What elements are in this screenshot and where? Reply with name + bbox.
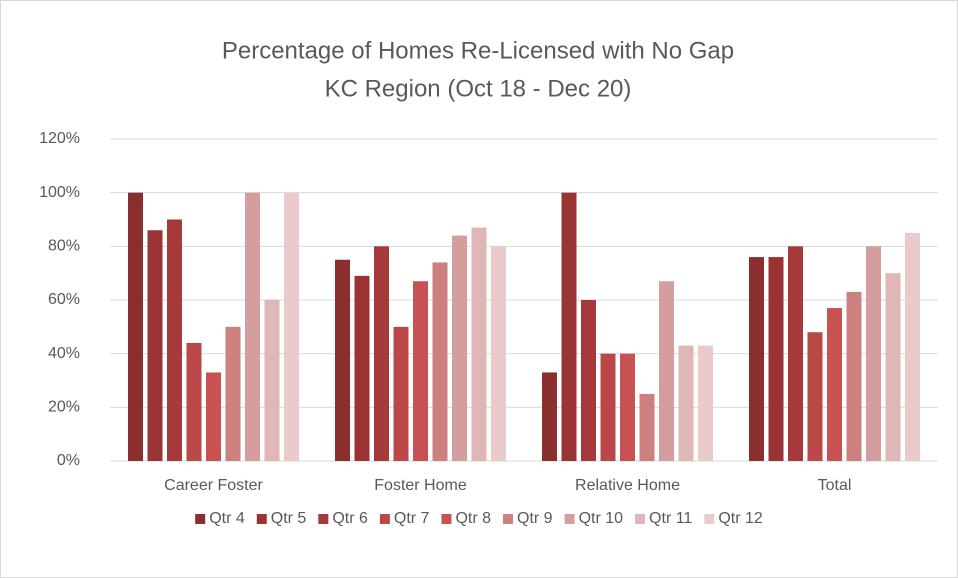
legend-swatch: [379, 514, 390, 524]
bar: [788, 246, 803, 461]
bar: [659, 281, 674, 461]
bar: [335, 259, 350, 461]
y-tick-label: 80%: [48, 238, 80, 255]
y-tick-label: 100%: [39, 184, 80, 201]
bar: [807, 332, 823, 461]
legend-swatch: [318, 514, 329, 524]
chart-title: Percentage of Homes Re-Licensed with No …: [222, 37, 734, 64]
bar: [885, 273, 901, 461]
bar: [284, 192, 299, 461]
bar: [186, 342, 202, 461]
legend-label: Qtr 6: [332, 510, 368, 527]
bar: [491, 246, 506, 461]
legend-label: Qtr 8: [455, 510, 491, 527]
legend-swatch: [195, 514, 206, 524]
legend-label: Qtr 7: [394, 510, 430, 527]
bar: [768, 257, 784, 461]
x-tick-label: Total: [818, 477, 852, 494]
y-tick-label: 0%: [57, 452, 80, 469]
bar: [561, 192, 577, 461]
bar: [678, 345, 694, 461]
bar: [354, 275, 370, 461]
bar: [264, 300, 280, 461]
legend-label: Qtr 5: [271, 510, 307, 527]
bar: [147, 230, 163, 461]
legend-swatch: [503, 514, 514, 524]
legend-swatch: [441, 514, 452, 524]
legend-label: Qtr 4: [209, 510, 245, 527]
x-tick-label: Foster Home: [374, 477, 467, 494]
legend-label: Qtr 11: [649, 510, 692, 527]
bar: [698, 345, 713, 461]
bar: [639, 393, 655, 461]
y-tick-label: 20%: [48, 399, 80, 416]
bar: [374, 246, 389, 461]
bar: [600, 353, 616, 461]
bar: [432, 262, 448, 461]
bar: [167, 219, 182, 461]
bar: [245, 192, 260, 461]
x-tick-label: Career Foster: [164, 477, 263, 494]
bar: [413, 281, 428, 461]
bar: [225, 326, 241, 461]
bar: [471, 227, 487, 461]
bar: [393, 326, 409, 461]
legend-label: Qtr 12: [718, 510, 763, 527]
bar: [206, 372, 221, 461]
chart-subtitle: KC Region (Oct 18 - Dec 20): [325, 75, 632, 102]
bar: [128, 192, 143, 461]
legend-swatch: [704, 514, 715, 524]
y-tick-label: 120%: [39, 130, 80, 147]
legend-swatch: [564, 514, 575, 524]
x-tick-label: Relative Home: [575, 477, 680, 494]
bar: [866, 246, 881, 461]
bar: [749, 257, 764, 461]
bar: [846, 291, 862, 461]
y-tick-label: 60%: [48, 291, 80, 308]
bar: [581, 300, 596, 461]
bar: [827, 308, 842, 461]
bar: [905, 232, 920, 461]
bar: [620, 353, 635, 461]
legend-label: Qtr 9: [517, 510, 553, 527]
legend-swatch: [256, 514, 267, 524]
bar: [452, 235, 467, 461]
legend-swatch: [635, 514, 646, 524]
bar: [542, 372, 557, 461]
y-tick-label: 40%: [48, 345, 80, 362]
legend-label: Qtr 10: [579, 510, 624, 527]
